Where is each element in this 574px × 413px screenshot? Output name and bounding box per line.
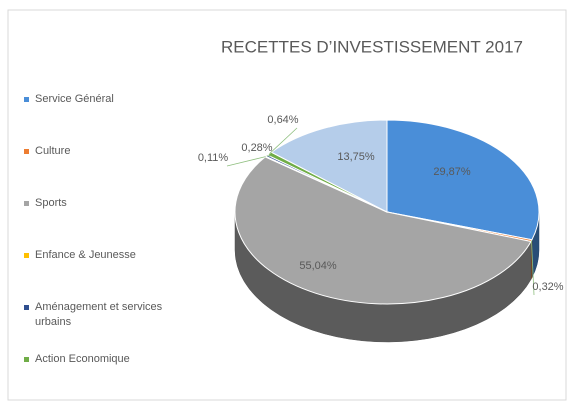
legend-marker: [24, 149, 29, 154]
legend-marker: [24, 305, 29, 310]
legend-item: Sports: [24, 196, 194, 211]
legend-marker: [24, 201, 29, 206]
chart-title: RECETTES D’INVESTISSEMENT 2017: [221, 37, 523, 56]
leader-line: [269, 127, 298, 154]
legend-marker: [24, 357, 29, 362]
legend-marker: [24, 253, 29, 258]
leader-line: [226, 156, 266, 167]
slice: [234, 156, 532, 305]
legend-label: Service Général: [35, 93, 114, 105]
legend-item: Service Général: [24, 92, 194, 107]
legend-item: Culture: [24, 144, 194, 159]
data-label: 13,75%: [337, 151, 375, 163]
data-label: 29,87%: [433, 166, 471, 178]
legend-label: Enfance & Jeunesse: [35, 249, 136, 261]
slice: [386, 119, 540, 241]
data-label: 55,04%: [299, 260, 337, 272]
data-label: 0,32%: [532, 281, 563, 293]
data-label: 0,11%: [198, 152, 229, 164]
leader-line: [531, 240, 535, 296]
legend-label: Action Economique: [35, 353, 130, 365]
legend-label: Aménagement et services urbains: [35, 301, 163, 328]
legend-item: Aménagement et services urbains: [24, 300, 194, 330]
legend-item: Enfance & Jeunesse: [24, 248, 194, 263]
legend-marker: [24, 97, 29, 102]
slice: [270, 119, 388, 213]
legend-label: Sports: [35, 197, 67, 209]
data-label: 0,64%: [267, 114, 298, 126]
legend-item: Action Economique: [24, 352, 194, 367]
legend-label: Culture: [35, 145, 71, 157]
data-label: 0,28%: [241, 142, 272, 154]
